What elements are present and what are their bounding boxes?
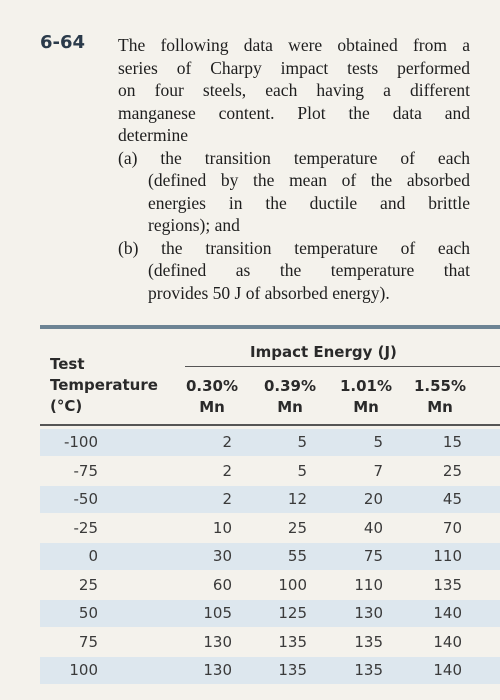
cell: 25 xyxy=(78,575,98,594)
cell: 75 xyxy=(78,632,98,651)
cell: 75 xyxy=(363,547,383,565)
cell: 105 xyxy=(203,604,232,622)
cell: 140 xyxy=(433,661,462,679)
cell: 25 xyxy=(287,518,307,537)
cell: 25 xyxy=(442,461,462,480)
row-shade xyxy=(40,486,500,513)
group-header: Impact Energy (J) xyxy=(250,343,397,361)
column-header: Mn xyxy=(199,398,225,416)
cell: 5 xyxy=(297,461,307,480)
cell: 110 xyxy=(433,547,462,565)
rule xyxy=(185,366,500,367)
cell: 70 xyxy=(442,518,462,537)
cell: 30 xyxy=(212,547,232,565)
cell: 100 xyxy=(69,661,98,679)
cell: 135 xyxy=(354,632,383,651)
cell: 2 xyxy=(222,433,232,451)
cell: 135 xyxy=(354,661,383,679)
text-line: on four steels, each having a different xyxy=(118,80,470,100)
cell: 7 xyxy=(373,461,383,480)
cell: 50 xyxy=(78,604,98,622)
cell: 125 xyxy=(278,604,307,622)
row-shade xyxy=(40,543,500,570)
column-header: Mn xyxy=(277,398,303,416)
column-header: 1.55% xyxy=(413,377,467,395)
cell: 12 xyxy=(287,490,307,508)
cell: 110 xyxy=(354,575,383,594)
cell: 135 xyxy=(278,661,307,679)
row-shade xyxy=(40,600,500,627)
cell: -75 xyxy=(73,461,99,480)
text-line: manganese content. Plot the data and xyxy=(118,102,470,123)
cell: -25 xyxy=(73,518,99,537)
cell: 100 xyxy=(278,575,307,594)
cell: 140 xyxy=(433,604,462,622)
cell: 135 xyxy=(433,575,462,594)
cell: 2 xyxy=(222,461,232,480)
cell: -50 xyxy=(73,490,99,508)
cell: 55 xyxy=(287,547,307,565)
cell: 140 xyxy=(433,632,462,651)
cell: 135 xyxy=(278,632,307,651)
column-header: Mn xyxy=(427,398,453,416)
text-line: series of Charpy impact tests performed xyxy=(118,57,470,78)
rule xyxy=(40,325,500,329)
cell: 2 xyxy=(222,490,232,508)
cell: 40 xyxy=(363,518,383,537)
text-line: (defined by the mean of the absorbed xyxy=(148,170,470,190)
cell: 5 xyxy=(297,433,307,451)
column-header: 0.30% xyxy=(185,377,239,395)
cell: 20 xyxy=(363,490,383,508)
row-header: Temperature xyxy=(50,376,158,394)
text-line: (a) the transition temperature of each xyxy=(118,147,470,168)
text-line: provides 50 J of absorbed energy). xyxy=(148,282,390,303)
cell: 130 xyxy=(354,604,383,622)
text-line: The following data were obtained from a xyxy=(118,35,470,55)
column-header: Mn xyxy=(353,398,379,416)
cell: 130 xyxy=(203,632,232,651)
cell: 15 xyxy=(442,433,462,451)
cell: 130 xyxy=(203,661,232,679)
cell: 45 xyxy=(442,490,462,508)
cell: 0 xyxy=(88,547,98,565)
text-line: energies in the ductile and brittle xyxy=(148,192,470,213)
text-line: (b) the transition temperature of each xyxy=(118,237,470,258)
cell: 5 xyxy=(373,433,383,451)
cell: 60 xyxy=(212,575,232,594)
row-header: (°C) xyxy=(50,397,83,415)
text-line: determine xyxy=(118,125,188,145)
text-line: (defined as the temperature that xyxy=(148,260,470,280)
row-shade xyxy=(40,429,500,456)
text-line: regions); and xyxy=(148,215,240,235)
column-header: 1.01% xyxy=(339,377,393,395)
column-header: 0.39% xyxy=(263,377,317,395)
row-header: Test xyxy=(50,355,85,373)
cell: 10 xyxy=(212,518,232,537)
problem-number: 6-64 xyxy=(40,32,86,53)
cell: -100 xyxy=(63,433,98,451)
row-shade xyxy=(40,657,500,684)
rule xyxy=(40,424,500,426)
